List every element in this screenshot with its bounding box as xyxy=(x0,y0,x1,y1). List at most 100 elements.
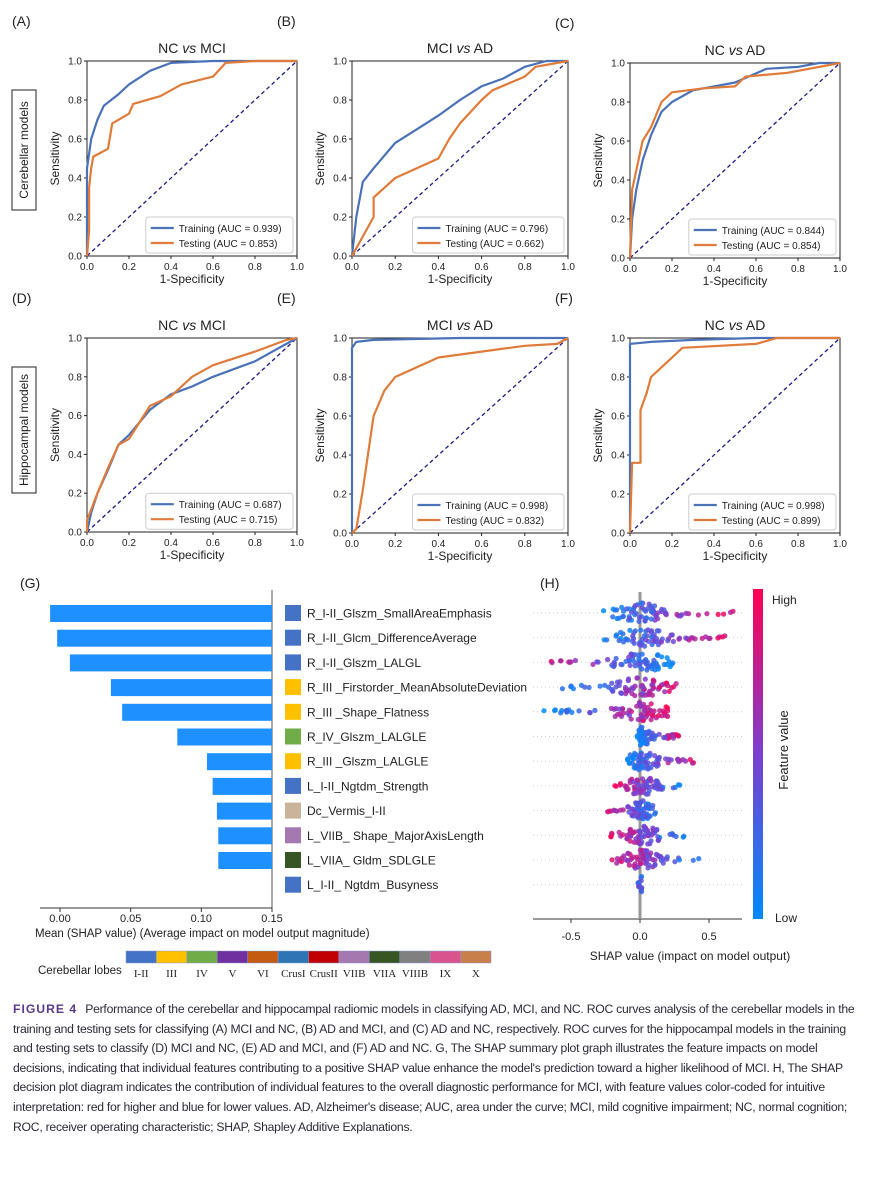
y-tick-label: 0.2 xyxy=(611,215,625,226)
feature-lobe-swatch xyxy=(285,703,301,720)
shap-point xyxy=(658,857,664,863)
roc-panel-e: (E) MCI vs AD 0.00.0 0.2 0.2 0.4 0.4 0.6 0.6 0.8 0… xyxy=(277,290,575,563)
x-axis-label: 1-Specificity xyxy=(160,548,225,562)
roc-panel-b: (B) MCI vs AD 0.00.0 0.2 0.2 0.4 0.4 0.6 0.6 0.8 0… xyxy=(277,13,575,286)
shap-point xyxy=(638,765,644,771)
x-tick-label: 0.8 xyxy=(248,538,262,549)
shap-point xyxy=(619,690,625,697)
lobe-color-swatch xyxy=(156,950,188,964)
lobe-color-swatch xyxy=(308,950,340,964)
feature-bar xyxy=(206,753,272,771)
shap-point xyxy=(597,683,603,689)
shap-point xyxy=(654,662,660,668)
x-axis-label: Mean (SHAP value) (Average impact on mod… xyxy=(35,928,370,940)
x-tick-label: 0.2 xyxy=(388,539,402,550)
side-label-hippocampal-text: Hippocampal models xyxy=(17,374,31,486)
shap-point xyxy=(614,856,620,862)
shap-point xyxy=(587,710,593,716)
shap-point xyxy=(650,857,656,863)
shap-point xyxy=(652,861,658,868)
lobe-color-swatch xyxy=(125,950,157,964)
feature-bar xyxy=(177,728,272,746)
shap-point xyxy=(715,611,721,618)
x-tick-label: 1.0 xyxy=(561,262,575,273)
shap-point xyxy=(645,833,652,839)
shap-point xyxy=(613,706,619,712)
shap-point xyxy=(643,661,649,667)
shap-point xyxy=(676,857,683,863)
x-tick-label: 0.0 xyxy=(345,262,359,273)
shap-point xyxy=(720,634,726,640)
lobe-label: IX xyxy=(440,968,452,980)
shap-point xyxy=(636,614,643,621)
shap-point xyxy=(639,734,645,740)
chance-diagonal xyxy=(86,60,298,257)
shap-point xyxy=(670,735,677,741)
y-tick-label: 1.0 xyxy=(333,57,347,68)
shap-point xyxy=(642,827,648,833)
y-tick-label: 0.4 xyxy=(611,176,625,187)
shap-point xyxy=(675,733,682,739)
y-tick-label: 0.8 xyxy=(68,372,82,383)
shap-point xyxy=(625,850,631,856)
shap-point xyxy=(648,717,654,723)
shap-point xyxy=(642,676,648,682)
legend-box xyxy=(688,493,837,531)
y-tick-label: 0.6 xyxy=(333,412,347,423)
testing-legend-label: Testing (AUC = 0.662) xyxy=(445,239,544,250)
feature-lobe-swatch xyxy=(285,728,301,745)
shap-point xyxy=(637,642,643,648)
shap-point xyxy=(649,608,655,615)
feature-label: L_I-II_ Ngtdm_Busyness xyxy=(307,878,438,892)
x-tick-label: 0.0 xyxy=(623,264,637,275)
legend-box xyxy=(411,216,565,254)
shap-point xyxy=(651,685,657,691)
x-tick-label: 0.6 xyxy=(206,262,220,273)
panel-letter: (B) xyxy=(277,13,296,29)
shap-point xyxy=(590,661,596,668)
shap-point xyxy=(632,693,638,699)
shap-point xyxy=(654,763,660,769)
feature-label: R_IV_Glszm_LALGLE xyxy=(307,730,426,744)
shap-point xyxy=(634,675,640,681)
shap-point xyxy=(648,838,654,844)
shap-point xyxy=(655,713,662,719)
x-tick-label: 0.00 xyxy=(49,913,70,925)
shap-point xyxy=(673,833,679,840)
shap-point xyxy=(637,703,643,709)
x-tick-label: 0.6 xyxy=(475,539,489,550)
y-tick-label: 1.0 xyxy=(68,334,82,345)
shap-point xyxy=(649,713,656,719)
lobe-color-swatch xyxy=(186,950,218,964)
shap-point xyxy=(721,611,727,617)
shap-point xyxy=(639,855,645,861)
roc-panel-d: (D) NC vs MCI 0.00.0 0.2 0.2 0.4 0.4 0.6 0.6 0.8 0… xyxy=(12,290,304,562)
shap-point xyxy=(654,827,660,833)
shap-point xyxy=(645,841,651,847)
x-axis-label: SHAP value (impact on model output) xyxy=(590,949,791,963)
shap-point xyxy=(727,609,734,616)
shap-point xyxy=(639,605,645,611)
caption-text: Performance of the cerebellar and hippoc… xyxy=(13,1002,855,1134)
shap-bar-panel: (G) R_I-II_Glszm_SmallAreaEmphasis R_I-II_… xyxy=(20,575,527,980)
shap-point xyxy=(633,836,639,842)
y-tick-label: 1.0 xyxy=(68,57,82,68)
x-tick-label: 0.4 xyxy=(164,538,178,549)
shap-point xyxy=(643,848,649,854)
roc-panels: (A)NC vs MCI0.00.00.20.20.40.40.60.60.80… xyxy=(12,13,847,563)
shap-point xyxy=(665,683,671,689)
shap-point xyxy=(638,600,644,606)
shap-point xyxy=(659,654,665,660)
y-tick-label: 0.0 xyxy=(68,252,82,263)
training-roc-curve xyxy=(350,336,568,533)
shap-point xyxy=(620,710,626,716)
x-tick-label: 0.6 xyxy=(749,264,763,275)
feature-label: L_VIIB_ Shape_MajorAxisLength xyxy=(307,829,484,843)
shap-point xyxy=(643,657,649,663)
shap-point xyxy=(690,857,696,863)
chance-diagonal xyxy=(86,337,298,533)
shap-point xyxy=(549,660,555,666)
lobe-label: X xyxy=(472,968,480,980)
colorbar-low-label: Low xyxy=(775,911,797,925)
feature-lobe-swatch xyxy=(285,802,301,819)
